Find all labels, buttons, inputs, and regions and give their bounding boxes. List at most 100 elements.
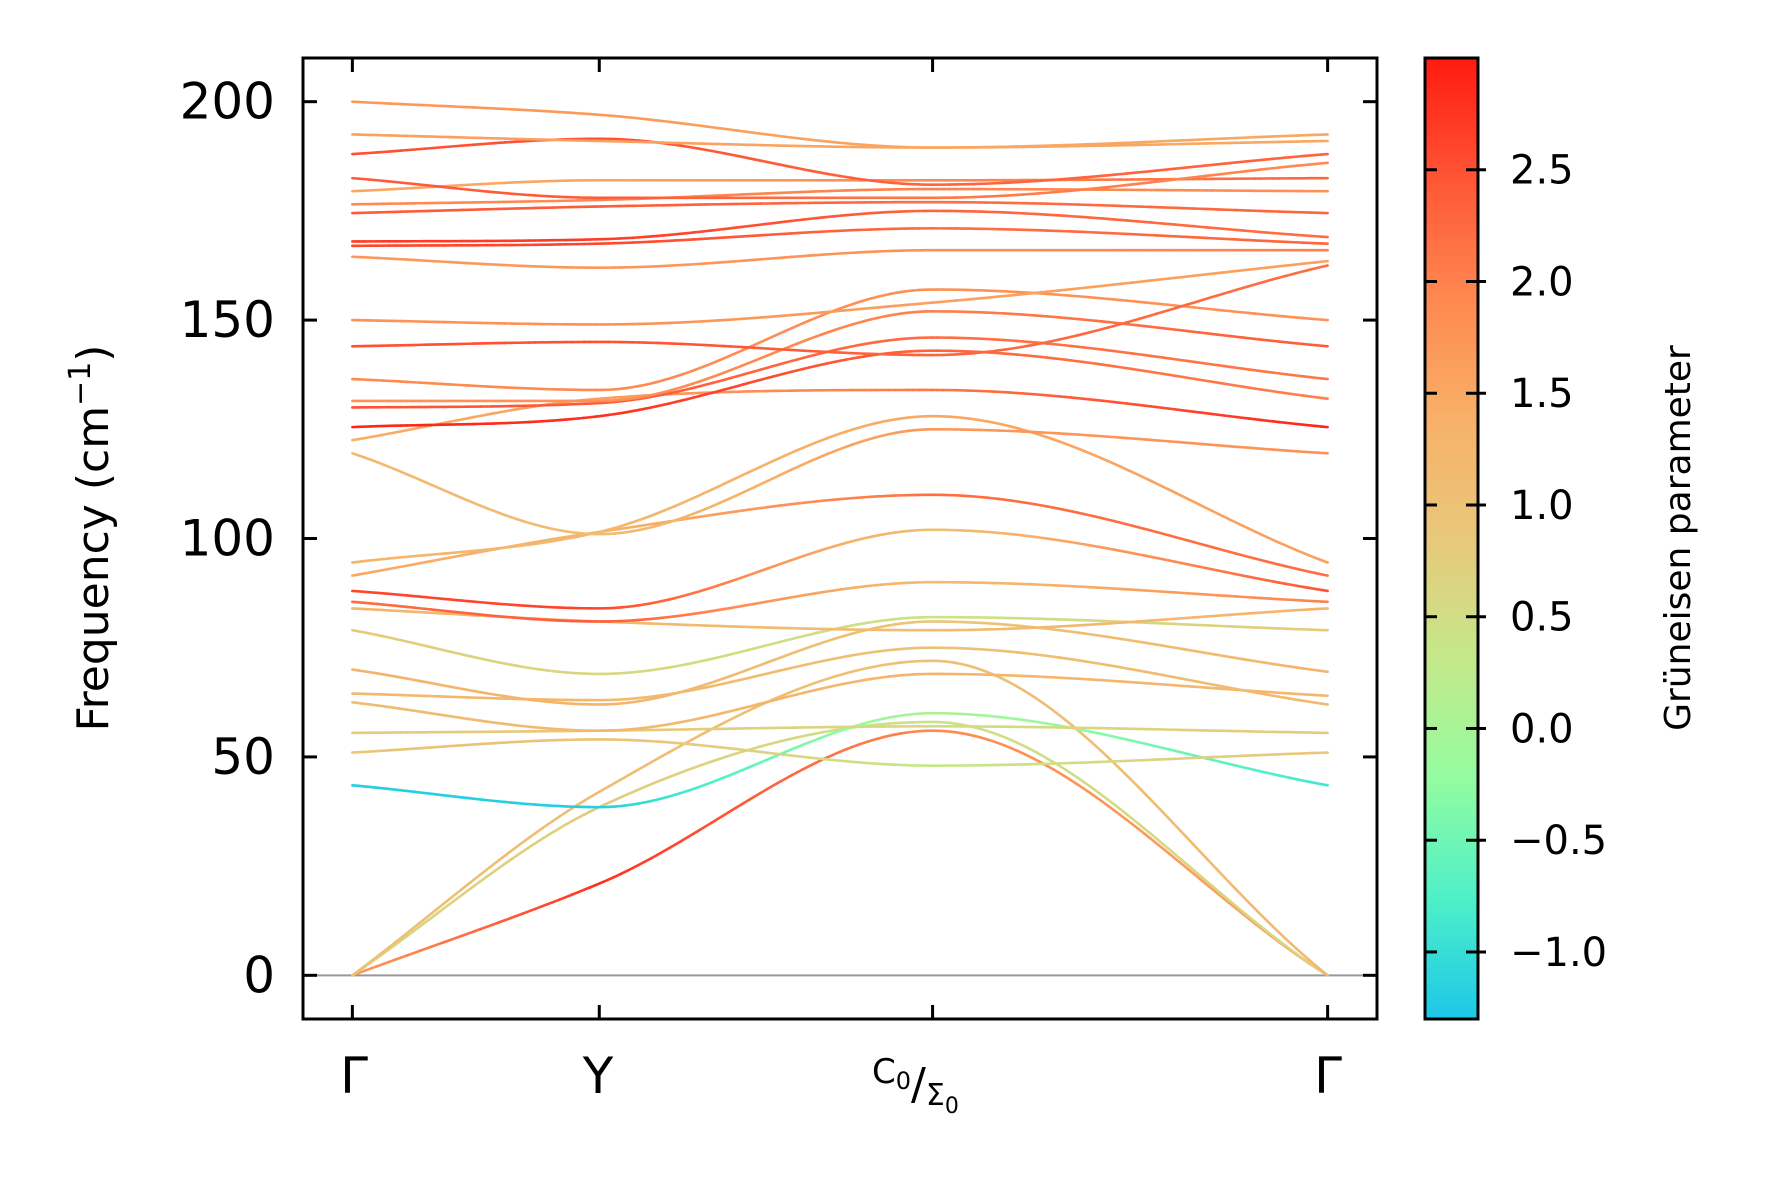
band-lines [351, 100, 1329, 977]
band-segment [1204, 879, 1214, 887]
band-branch-20 [351, 310, 1329, 403]
band-branch-19 [351, 336, 1329, 409]
band-segment [430, 907, 440, 915]
band-branch-06 [351, 725, 1329, 735]
band-segment [1216, 889, 1226, 898]
band-segment [1271, 925, 1281, 934]
band-segment [1198, 849, 1208, 859]
band-branch-21 [351, 288, 1329, 392]
band-segment [1320, 969, 1329, 977]
band-segment [1320, 669, 1329, 674]
band-segment [1295, 948, 1305, 957]
band-segment [1137, 822, 1147, 831]
band-segment [1173, 853, 1183, 861]
band-segment [1320, 344, 1329, 348]
band-segment [1320, 377, 1329, 381]
band-segment [1216, 869, 1226, 879]
band-segment [1149, 837, 1159, 846]
band-branch-15 [351, 414, 1329, 564]
band-segment [1228, 902, 1238, 910]
band-segment [1265, 919, 1275, 928]
band-segment [1247, 915, 1256, 923]
band-segment [1259, 913, 1268, 922]
band-segment [1253, 906, 1262, 916]
band-segment [1247, 900, 1256, 910]
band-segment [1137, 786, 1147, 795]
band-segment [1161, 811, 1171, 821]
band-segment [1198, 873, 1208, 882]
band-segment [1314, 964, 1323, 972]
band-segment [1240, 894, 1250, 904]
band-segment [1222, 875, 1232, 885]
band-segment [1234, 907, 1244, 915]
band-segment [1155, 842, 1165, 850]
band-segment [1131, 779, 1140, 789]
band-segment [1180, 830, 1189, 840]
band-segment [1076, 728, 1086, 737]
plot-area [301, 56, 1379, 1021]
band-segment [1320, 702, 1329, 706]
band-segment [1253, 920, 1262, 928]
band-segment [1161, 847, 1171, 855]
band-branch-17 [351, 388, 1329, 442]
band-segment [1277, 930, 1287, 940]
band-segment [1100, 750, 1110, 759]
band-segment [424, 912, 433, 920]
band-segment [1186, 863, 1195, 872]
band-segment [1240, 910, 1250, 918]
band-branch-27 [351, 200, 1329, 215]
band-segment [1167, 817, 1177, 827]
band-segment [1320, 264, 1329, 269]
band-segment [1204, 856, 1214, 866]
band-branch-01 [351, 729, 1329, 977]
band-segment [1320, 259, 1329, 264]
band-branch-26 [351, 209, 1329, 243]
band-segment [1222, 897, 1232, 905]
band-segment [1173, 857, 1183, 865]
band-segment [1320, 573, 1329, 577]
band-segment [1125, 773, 1134, 783]
band-branch-25 [351, 227, 1329, 248]
band-branch-05 [351, 738, 1329, 767]
band-segment [442, 897, 452, 905]
band-branch-12 [351, 580, 1329, 623]
band-segment [1192, 868, 1201, 877]
band-segment [1125, 812, 1134, 821]
band-segment [418, 916, 427, 925]
band-segment [1094, 744, 1104, 754]
band-segment [436, 902, 446, 910]
band-segment [1228, 881, 1238, 891]
band-branch-03 [351, 659, 1329, 977]
band-branch-08 [351, 646, 1329, 706]
band-segment [1143, 792, 1153, 802]
band-segment [1149, 832, 1159, 841]
band-segment [1320, 782, 1329, 787]
band-segment [1289, 942, 1299, 951]
band-branch-24 [351, 248, 1329, 269]
band-segment [1088, 739, 1098, 748]
band-segment [1155, 804, 1165, 814]
band-segment [1167, 852, 1177, 860]
band-segment [1216, 892, 1226, 901]
band-segment [1180, 862, 1189, 870]
band-segment [1186, 836, 1195, 846]
band-segment [1143, 827, 1153, 836]
band-segment [1234, 888, 1244, 898]
band-segment [1301, 953, 1311, 962]
band-segment [1308, 958, 1317, 967]
band-segment [1204, 882, 1214, 891]
band-branch-18 [351, 349, 1329, 429]
band-segment [1222, 894, 1232, 903]
band-segment [1180, 858, 1189, 867]
band-branch-29 [351, 176, 1329, 193]
band-segment [1173, 823, 1183, 833]
band-branch-09 [351, 620, 1329, 706]
band-segment [1192, 872, 1201, 880]
band-segment [1149, 798, 1159, 808]
band-segment [1283, 936, 1293, 946]
band-segment [1320, 588, 1329, 593]
band-segment [1210, 887, 1220, 896]
band-branch-30 [351, 161, 1329, 200]
band-segment [1228, 899, 1238, 908]
